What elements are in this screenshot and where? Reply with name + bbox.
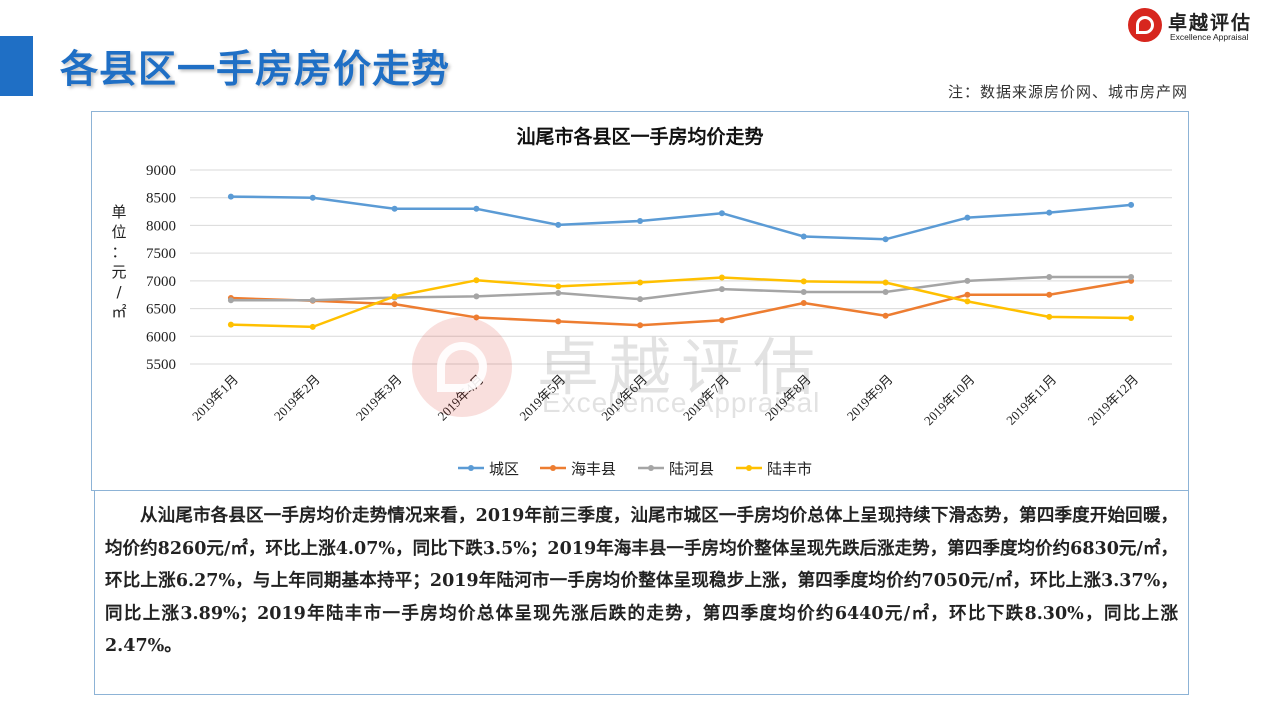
- page-title: 各县区一手房房价走势: [60, 47, 451, 91]
- data-point: [391, 293, 398, 300]
- series-line: [230, 275, 1132, 302]
- y-tick-label: 8000: [146, 218, 176, 234]
- x-tick-label: 2019年12月: [1085, 372, 1142, 429]
- data-point: [718, 210, 725, 217]
- data-point: [1046, 273, 1053, 280]
- y-tick-label: 6000: [146, 329, 176, 345]
- data-point: [800, 300, 807, 307]
- y-tick-label: 8500: [146, 191, 176, 207]
- data-point: [473, 277, 480, 284]
- series-1: [227, 277, 1135, 329]
- chart-frame: 汕尾市各县区一手房均价走势 5500 6000 6500 7000 7500 8000 85…: [91, 111, 1189, 491]
- x-tick-label: 2019年11月: [1003, 372, 1059, 428]
- legend-marker: [468, 465, 474, 471]
- data-point: [637, 217, 644, 224]
- data-point: [637, 296, 644, 303]
- brand-name-en: Excellence Appraisal: [1170, 32, 1249, 42]
- legend-label: 陆丰市: [767, 460, 812, 478]
- data-point: [227, 297, 234, 304]
- y-axis-label: 单位：元/㎡: [111, 203, 126, 321]
- data-point: [882, 312, 889, 319]
- y-tick-label: 6500: [146, 302, 176, 318]
- y-tick-label: 7000: [146, 274, 176, 290]
- data-point: [309, 194, 316, 201]
- data-point: [1046, 313, 1053, 320]
- data-point: [637, 322, 644, 329]
- data-point: [555, 221, 562, 228]
- data-point: [718, 274, 725, 281]
- data-point: [964, 277, 971, 284]
- legend-label: 海丰县: [571, 460, 616, 478]
- title-accent-bar: [0, 36, 33, 96]
- series-0: [227, 193, 1135, 243]
- x-tick-label: 2019年5月: [516, 372, 568, 424]
- x-tick-label: 2019年6月: [598, 372, 650, 424]
- source-note: 注：数据来源房价网、城市房产网: [947, 83, 1188, 101]
- brand-name-cn: 卓越评估: [1168, 12, 1253, 34]
- data-point: [473, 205, 480, 212]
- data-point: [473, 314, 480, 321]
- series-3: [227, 274, 1135, 330]
- data-point: [1128, 314, 1135, 321]
- data-point: [1128, 273, 1135, 280]
- data-point: [391, 301, 398, 308]
- legend-marker: [746, 465, 752, 471]
- chart-title: 汕尾市各县区一手房均价走势: [516, 125, 763, 148]
- data-point: [1046, 209, 1053, 216]
- x-tick-label: 2019年8月: [762, 372, 814, 424]
- data-point: [1046, 291, 1053, 298]
- legend-marker: [550, 465, 556, 471]
- y-tick-label: 9000: [146, 163, 176, 179]
- data-point: [391, 205, 398, 212]
- legend-marker: [648, 465, 654, 471]
- legend-item-0: 城区: [458, 460, 519, 478]
- data-point: [309, 297, 316, 304]
- data-point: [1128, 201, 1135, 208]
- analysis-text: 从汕尾市各县区一手房均价走势情况来看，2019年前三季度，汕尾市城区一手房均价总…: [105, 506, 1178, 656]
- data-point: [718, 317, 725, 324]
- brand-logo: 卓越评估 Excellence Appraisal: [1128, 8, 1273, 44]
- data-point: [964, 298, 971, 305]
- data-point: [555, 290, 562, 297]
- legend-item-3: 陆丰市: [736, 460, 812, 478]
- legend-item-1: 海丰县: [540, 460, 616, 478]
- data-point: [473, 293, 480, 300]
- data-point: [882, 279, 889, 286]
- data-point: [309, 323, 316, 330]
- brand-logo-icon: [1128, 8, 1162, 42]
- data-point: [227, 321, 234, 328]
- series-line: [230, 279, 1132, 327]
- data-point: [637, 279, 644, 286]
- data-point: [718, 286, 725, 293]
- x-tick-label: 2019年1月: [189, 372, 241, 424]
- data-point: [555, 318, 562, 325]
- y-tick-label: 5500: [146, 357, 176, 373]
- series-line: [230, 195, 1132, 241]
- x-tick-label: 2019年3月: [353, 372, 405, 424]
- series-line: [230, 276, 1132, 329]
- x-tick-label: 2019年9月: [844, 372, 896, 424]
- series-2: [227, 273, 1135, 304]
- legend-label: 陆河县: [669, 460, 714, 478]
- data-point: [882, 288, 889, 295]
- price-trend-chart: 汕尾市各县区一手房均价走势 5500 6000 6500 7000 7500 8000 85…: [111, 125, 1172, 478]
- x-tick-label: 2019年7月: [680, 372, 732, 424]
- legend-item-2: 陆河县: [638, 460, 714, 478]
- data-point: [227, 193, 234, 200]
- y-tick-label: 7500: [146, 246, 176, 262]
- data-point: [882, 236, 889, 243]
- x-tick-label: 2019年4月: [435, 372, 487, 424]
- analysis-box: 从汕尾市各县区一手房均价走势情况来看，2019年前三季度，汕尾市城区一手房均价总…: [94, 491, 1189, 695]
- x-tick-label: 2019年10月: [921, 372, 978, 429]
- legend-label: 城区: [489, 460, 519, 478]
- data-point: [800, 278, 807, 285]
- data-point: [964, 214, 971, 221]
- x-tick-label: 2019年2月: [271, 372, 323, 424]
- data-point: [964, 291, 971, 298]
- data-point: [800, 233, 807, 240]
- data-point: [555, 283, 562, 290]
- data-point: [800, 288, 807, 295]
